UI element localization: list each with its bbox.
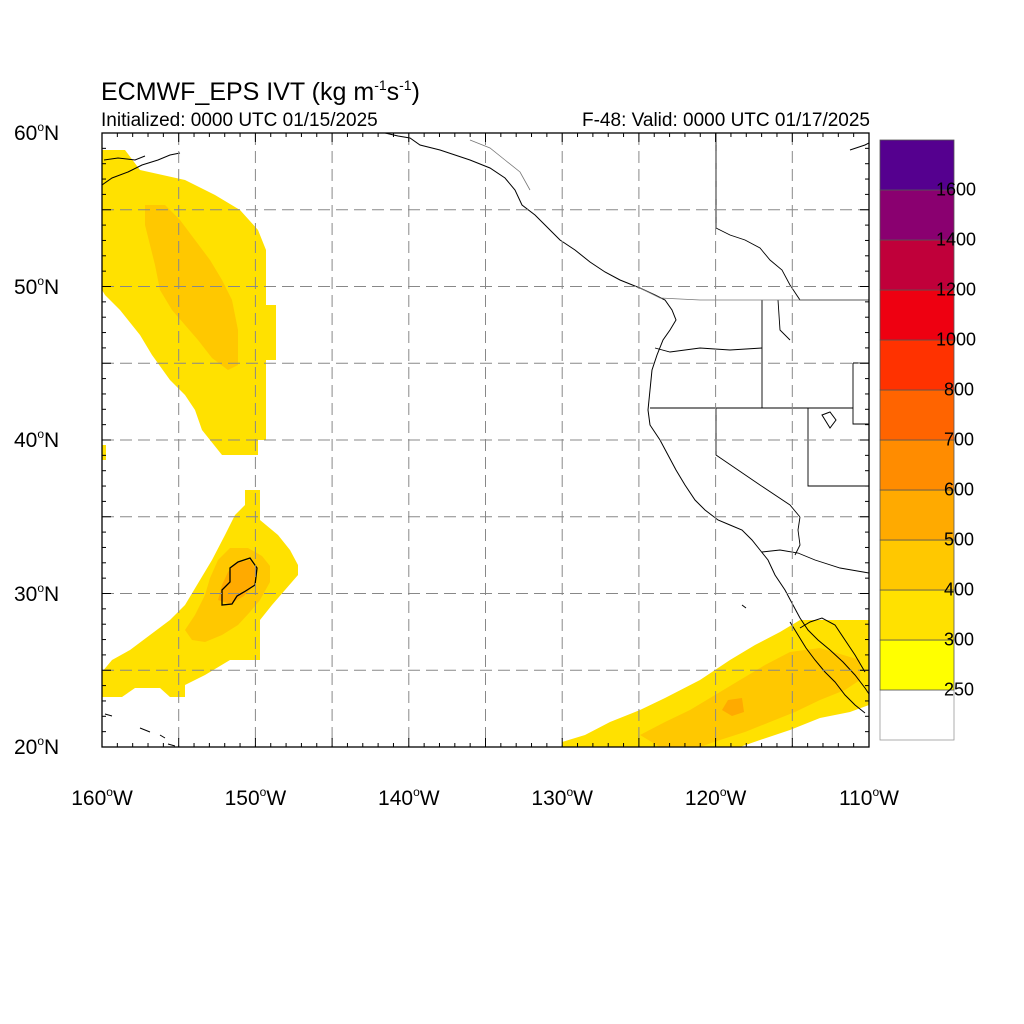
degree-sign: o: [259, 785, 267, 799]
colorbar-label: 800: [944, 379, 975, 400]
colorbar-label: 300: [944, 629, 975, 650]
lon-value: 150: [224, 787, 260, 810]
colorbar-box: [879, 389, 955, 441]
lon-label: 110oW: [839, 785, 899, 811]
colorbar-box: [879, 589, 955, 641]
colorbar-label: 400: [944, 579, 975, 600]
coastlines: [102, 133, 869, 747]
hemisphere-suffix: N: [44, 275, 60, 299]
ivt-500-contour: [221, 557, 258, 606]
lat-value: 20: [14, 736, 38, 759]
hemisphere-suffix: N: [44, 122, 60, 145]
lon-label: 130oW: [531, 785, 593, 811]
degree-sign: o: [37, 427, 45, 441]
colorbar-box: [879, 489, 955, 541]
degree-sign: o: [37, 580, 45, 595]
lat-label: 50oN: [14, 274, 96, 300]
degree-sign: o: [872, 785, 880, 799]
title-close: ): [411, 78, 420, 106]
degree-sign: o: [37, 734, 45, 748]
colorbar-label: 250: [944, 679, 975, 700]
colorbar-box: [879, 539, 955, 591]
hemisphere-suffix: W: [112, 787, 133, 810]
title-mid: s: [386, 78, 400, 106]
colorbar-box: [879, 189, 955, 241]
axis-ticks: [101, 132, 870, 748]
lon-label: 150oW: [225, 785, 287, 811]
lon-value: 110: [839, 787, 873, 810]
colorbar-label: 700: [944, 429, 975, 450]
lon-value: 130: [531, 787, 567, 810]
lon-value: 120: [684, 787, 720, 810]
degree-sign: o: [37, 273, 45, 288]
lon-label: 140oW: [378, 785, 440, 811]
colorbar-box: [879, 689, 955, 741]
lat-value: 50: [14, 275, 38, 299]
colorbar: [879, 139, 955, 741]
colorbar-label: 1200: [936, 279, 977, 300]
colorbar-label: 1400: [936, 229, 977, 250]
colorbar-box: [879, 639, 955, 691]
valid-time-label: F-48: Valid: 0000 UTC 01/17/2025: [582, 110, 870, 131]
colorbar-box: [879, 289, 955, 341]
colorbar-label: 500: [944, 529, 975, 550]
init-time-label: Initialized: 0000 UTC 01/15/2025: [101, 110, 378, 131]
title-text: ECMWF_EPS IVT (kg m: [101, 78, 375, 106]
lon-value: 160: [71, 787, 107, 810]
hemisphere-suffix: W: [726, 787, 747, 810]
lat-label: 20oN: [14, 734, 96, 760]
colorbar-box: [879, 439, 955, 491]
hemisphere-suffix: W: [879, 787, 899, 810]
colorbar-label: 1000: [936, 329, 977, 350]
lat-lon-grid: [102, 133, 869, 747]
title-exp1: -1: [374, 77, 387, 93]
colorbar-box: [879, 339, 955, 391]
lat-label: 30oN: [14, 581, 96, 607]
north-pacific-plume: [102, 150, 276, 460]
degree-sign: o: [719, 785, 727, 799]
degree-sign: o: [413, 785, 420, 799]
country-border: [469, 139, 869, 301]
colorbar-label: 600: [944, 479, 975, 500]
degree-sign: o: [37, 120, 45, 134]
degree-sign: o: [106, 785, 113, 799]
lon-label: 120oW: [685, 785, 747, 811]
lat-label: 40oN: [14, 427, 96, 453]
lat-value: 40: [14, 429, 38, 452]
hemisphere-suffix: N: [44, 582, 60, 606]
lon-label: 160oW: [71, 785, 133, 811]
title-exp2: -1: [399, 77, 412, 93]
colorbar-label: 1600: [936, 179, 977, 200]
hemisphere-suffix: W: [266, 787, 287, 810]
colorbar-box: [879, 239, 955, 291]
hemisphere-suffix: N: [44, 429, 60, 452]
degree-sign: o: [566, 785, 574, 799]
lat-label: 60oN: [14, 120, 96, 146]
lat-value: 30: [14, 582, 38, 606]
colorbar-box: [879, 139, 955, 191]
map-title: ECMWF_EPS IVT (kg m-1s-1): [101, 70, 420, 107]
lon-value: 140: [378, 787, 414, 810]
lat-value: 60: [14, 122, 38, 145]
hemisphere-suffix: W: [573, 787, 593, 810]
hemisphere-suffix: W: [419, 787, 440, 810]
hemisphere-suffix: N: [44, 736, 60, 759]
state-borders: [650, 133, 869, 574]
